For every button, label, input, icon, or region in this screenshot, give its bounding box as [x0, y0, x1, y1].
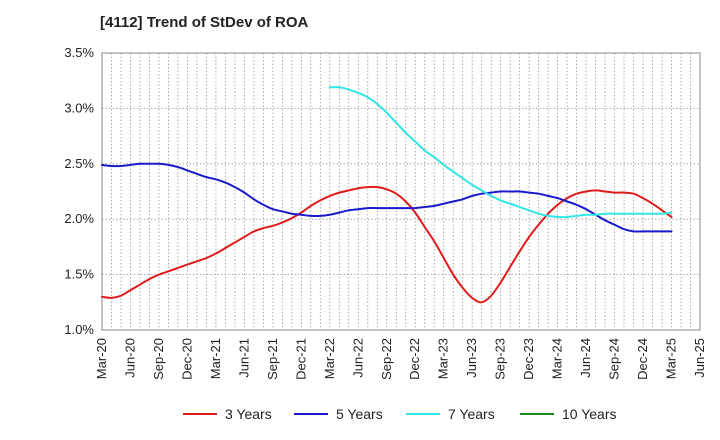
x-tick-label: Mar-21 [208, 338, 223, 379]
y-tick-label: 2.0% [64, 211, 94, 226]
chart-title: [4112] Trend of StDev of ROA [100, 14, 309, 31]
plot-frame [101, 52, 701, 331]
legend-label-3-years: 3 Years [225, 406, 272, 422]
y-tick-label: 3.5% [64, 45, 94, 60]
x-tick-label: Mar-23 [436, 338, 451, 379]
x-tick-label: Jun-23 [464, 338, 479, 378]
x-tick-label: Dec-20 [179, 338, 194, 380]
y-tick-label: 1.0% [64, 322, 94, 337]
series-line-5-years [101, 162, 673, 233]
series-line-7-years [328, 86, 673, 219]
x-tick-label: Jun-20 [122, 338, 137, 378]
x-tick-label: Sep-20 [151, 338, 166, 380]
x-tick-label: Dec-22 [407, 338, 422, 380]
y-tick-label: 3.0% [64, 100, 94, 115]
x-tick-label: Mar-22 [322, 338, 337, 379]
axes: 1.0% 1.5% 2.0% 2.5% 3.0% 3.5% Mar-20 Jun-20 Sep-… [64, 45, 707, 380]
x-tick-label: Sep-22 [379, 338, 394, 380]
x-tick-label: Jun-25 [692, 338, 707, 378]
x-tick-label: Jun-21 [236, 338, 251, 378]
series-line-3-years [101, 185, 673, 304]
y-tick-label: 2.5% [64, 156, 94, 171]
legend-label-5-years: 5 Years [336, 406, 383, 422]
legend-label-10-years: 10 Years [562, 406, 617, 422]
x-tick-label: Dec-21 [293, 338, 308, 380]
x-tick-label: Mar-24 [550, 338, 565, 379]
x-tick-label: Sep-23 [493, 338, 508, 380]
x-tick-label: Jun-24 [578, 338, 593, 378]
x-tick-label: Mar-25 [664, 338, 679, 379]
legend: 3 Years 5 Years 7 Years 10 Years [183, 406, 617, 422]
x-tick-label: Dec-24 [635, 338, 650, 380]
x-tick-label: Sep-24 [607, 338, 622, 380]
x-tick-label: Jun-22 [350, 338, 365, 378]
x-tick-label: Mar-20 [94, 338, 109, 379]
x-tick-label: Dec-23 [521, 338, 536, 380]
y-tick-label: 1.5% [64, 267, 94, 282]
x-tick-label: Sep-21 [265, 338, 280, 380]
legend-label-7-years: 7 Years [448, 406, 495, 422]
series-lines [101, 86, 673, 304]
